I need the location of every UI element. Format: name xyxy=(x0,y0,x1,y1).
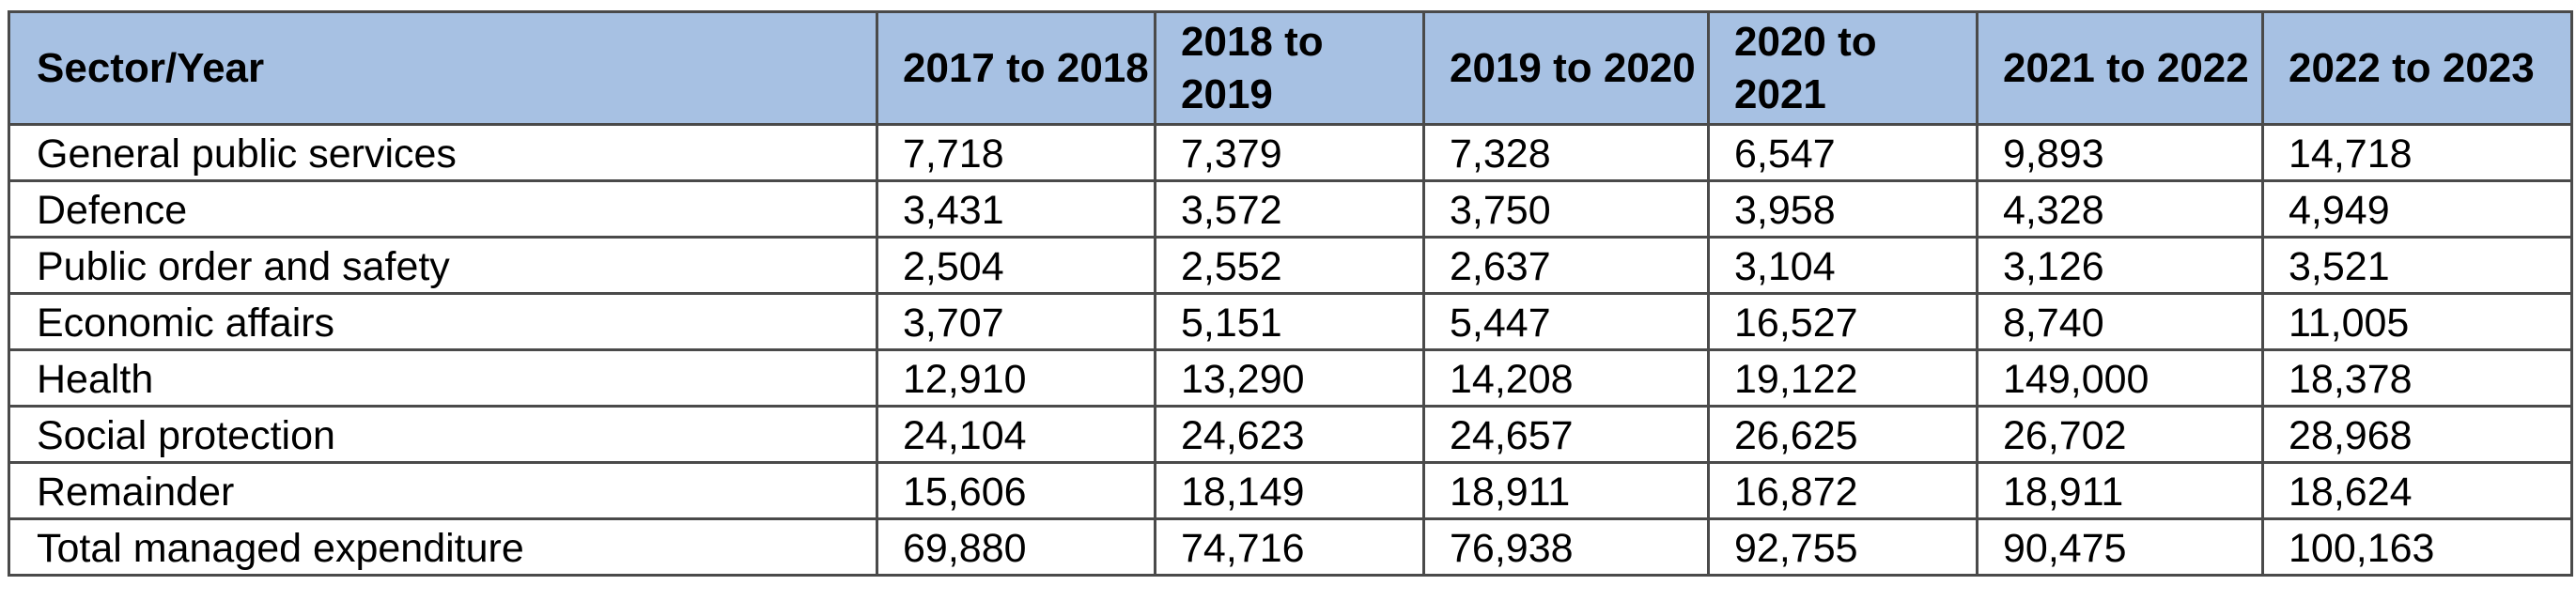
table-cell: 24,623 xyxy=(1154,405,1425,464)
table-row: Social protection 24,104 24,623 24,657 2… xyxy=(8,405,2573,464)
table-cell: 100,163 xyxy=(2261,517,2573,577)
row-sector-label: Social protection xyxy=(8,405,878,464)
table-cell: 74,716 xyxy=(1154,517,1425,577)
table-cell: 3,104 xyxy=(1707,236,1979,295)
table-cell: 3,958 xyxy=(1707,179,1979,239)
table-cell: 2,504 xyxy=(876,236,1156,295)
row-sector-label: General public services xyxy=(8,123,878,182)
table-cell: 18,911 xyxy=(1422,461,1710,520)
table-cell: 76,938 xyxy=(1422,517,1710,577)
table-cell: 90,475 xyxy=(1976,517,2264,577)
table-cell: 92,755 xyxy=(1707,517,1979,577)
table-cell: 13,290 xyxy=(1154,348,1425,408)
expenditure-table: Sector/Year 2017 to 2018 2018 to 2019 20… xyxy=(8,10,2573,577)
table-cell: 5,151 xyxy=(1154,292,1425,351)
table-cell: 18,624 xyxy=(2261,461,2573,520)
header-year: 2021 to 2022 xyxy=(1976,10,2264,126)
header-year: 2022 to 2023 xyxy=(2261,10,2573,126)
header-year: 2017 to 2018 xyxy=(876,10,1156,126)
table-header-row: Sector/Year 2017 to 2018 2018 to 2019 20… xyxy=(8,10,2573,126)
table-row: Remainder 15,606 18,149 18,911 16,872 18… xyxy=(8,461,2573,520)
row-sector-label: Total managed expenditure xyxy=(8,517,878,577)
table-cell: 18,149 xyxy=(1154,461,1425,520)
table-cell: 16,872 xyxy=(1707,461,1979,520)
table-cell: 3,521 xyxy=(2261,236,2573,295)
table-cell: 24,657 xyxy=(1422,405,1710,464)
table-row-total: Total managed expenditure 69,880 74,716 … xyxy=(8,517,2573,577)
header-sector-year: Sector/Year xyxy=(8,10,878,126)
row-sector-label: Public order and safety xyxy=(8,236,878,295)
table-cell: 24,104 xyxy=(876,405,1156,464)
row-sector-label: Health xyxy=(8,348,878,408)
table-cell: 26,625 xyxy=(1707,405,1979,464)
row-sector-label: Economic affairs xyxy=(8,292,878,351)
header-year: 2019 to 2020 xyxy=(1422,10,1710,126)
table-cell: 69,880 xyxy=(876,517,1156,577)
table-cell: 2,552 xyxy=(1154,236,1425,295)
table-cell: 2,637 xyxy=(1422,236,1710,295)
table-cell: 3,707 xyxy=(876,292,1156,351)
table-cell: 16,527 xyxy=(1707,292,1979,351)
table-cell: 4,328 xyxy=(1976,179,2264,239)
table-cell: 7,328 xyxy=(1422,123,1710,182)
table-cell: 14,208 xyxy=(1422,348,1710,408)
table-cell: 14,718 xyxy=(2261,123,2573,182)
table-cell: 11,005 xyxy=(2261,292,2573,351)
table-cell: 26,702 xyxy=(1976,405,2264,464)
table-row: Public order and safety 2,504 2,552 2,63… xyxy=(8,236,2573,295)
table-cell: 28,968 xyxy=(2261,405,2573,464)
header-year: 2018 to 2019 xyxy=(1154,10,1425,126)
table-cell: 7,379 xyxy=(1154,123,1425,182)
table-row: General public services 7,718 7,379 7,32… xyxy=(8,123,2573,182)
table-cell: 9,893 xyxy=(1976,123,2264,182)
table-cell: 8,740 xyxy=(1976,292,2264,351)
row-sector-label: Remainder xyxy=(8,461,878,520)
table-cell: 4,949 xyxy=(2261,179,2573,239)
table-cell: 18,378 xyxy=(2261,348,2573,408)
table-cell: 19,122 xyxy=(1707,348,1979,408)
table-cell: 6,547 xyxy=(1707,123,1979,182)
table-row: Economic affairs 3,707 5,151 5,447 16,52… xyxy=(8,292,2573,351)
table-cell: 7,718 xyxy=(876,123,1156,182)
table-cell: 3,126 xyxy=(1976,236,2264,295)
table-cell: 3,572 xyxy=(1154,179,1425,239)
table-cell: 12,910 xyxy=(876,348,1156,408)
table-cell: 15,606 xyxy=(876,461,1156,520)
table-row: Defence 3,431 3,572 3,750 3,958 4,328 4,… xyxy=(8,179,2573,239)
table-cell: 3,431 xyxy=(876,179,1156,239)
header-year: 2020 to 2021 xyxy=(1707,10,1979,126)
row-sector-label: Defence xyxy=(8,179,878,239)
table-cell: 3,750 xyxy=(1422,179,1710,239)
table-cell: 5,447 xyxy=(1422,292,1710,351)
table-row: Health 12,910 13,290 14,208 19,122 149,0… xyxy=(8,348,2573,408)
table-cell: 149,000 xyxy=(1976,348,2264,408)
expenditure-table-container: Sector/Year 2017 to 2018 2018 to 2019 20… xyxy=(8,10,2573,577)
table-cell: 18,911 xyxy=(1976,461,2264,520)
